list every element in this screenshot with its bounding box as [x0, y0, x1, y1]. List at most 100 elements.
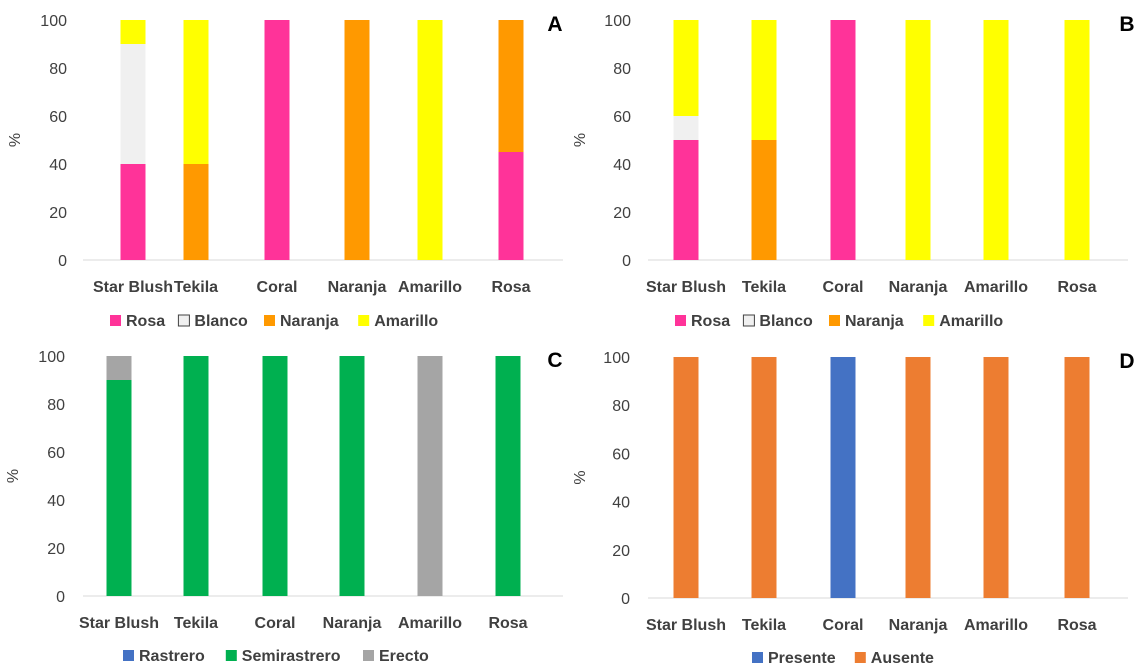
legend-swatch-semirastrero [225, 650, 237, 661]
x-category-label: Tekila [174, 615, 218, 632]
y-tick-label: 20 [47, 541, 65, 558]
y-tick-label: 0 [58, 253, 67, 270]
x-category-label: Star Blush [79, 615, 159, 632]
y-tick-label: 100 [604, 13, 631, 30]
legend-swatch-blanco [742, 314, 755, 327]
x-category-label: Tekila [742, 279, 786, 296]
bar-segment-ausente [673, 357, 699, 598]
bar-segment-amarillo [983, 20, 1009, 260]
chart-panel-c: 0 20 40 60 80 100% Star Blush Tekila Coral Naranj… [5, 349, 563, 665]
legend-label-presente: Presente [768, 650, 836, 667]
bar-segment-naranja [498, 20, 524, 152]
bar-segment-ausente [1064, 357, 1090, 598]
y-axis-label: % [572, 470, 589, 484]
x-category-label: Naranja [889, 617, 948, 634]
bar-segment-naranja [183, 164, 209, 260]
bar-segment-blanco [120, 44, 146, 164]
legend-label-rastrero: Rastrero [139, 648, 205, 665]
bar-segment-rosa [264, 20, 290, 260]
bar-segment-semirastrero [495, 356, 521, 596]
y-tick-label: 100 [603, 350, 630, 367]
legend-swatch-rosa [675, 315, 686, 326]
bar-segment-blanco [673, 116, 699, 140]
x-category-label: Amarillo [398, 615, 462, 632]
x-category-label: Coral [823, 617, 864, 634]
x-category-label: Coral [257, 279, 298, 296]
bar-segment-rosa [120, 164, 146, 260]
y-tick-label: 40 [612, 495, 630, 512]
y-tick-label: 20 [613, 205, 631, 222]
bar-segment-presente [830, 357, 856, 598]
bar-segment-erecto [106, 356, 132, 380]
legend-label-blanco: Blanco [759, 313, 813, 330]
x-category-label: Star Blush [646, 617, 726, 634]
x-category-label: Naranja [323, 615, 382, 632]
legend-label-amarillo: Amarillo [374, 313, 438, 330]
bar-segment-ausente [751, 357, 777, 598]
panel-letter: B [1119, 13, 1134, 36]
legend-swatch-presente [752, 652, 763, 663]
x-category-label: Amarillo [964, 617, 1028, 634]
y-tick-label: 20 [49, 205, 67, 222]
y-tick-label: 0 [621, 591, 630, 608]
bar-segment-amarillo [417, 20, 443, 260]
legend-swatch-ausente [854, 652, 866, 663]
legend-label-amarillo: Amarillo [939, 313, 1003, 330]
y-tick-label: 0 [622, 253, 631, 270]
legend-swatch-rastrero [123, 650, 134, 661]
legend-label-semirastrero: Semirastrero [242, 648, 341, 665]
panel-letter: D [1119, 350, 1134, 373]
y-axis-label: % [5, 469, 22, 483]
bar-segment-rosa [498, 152, 524, 260]
bar-segment-amarillo [673, 20, 699, 116]
bar-segment-rosa [830, 20, 856, 260]
y-tick-label: 80 [49, 61, 67, 78]
x-category-label: Coral [255, 615, 296, 632]
bar-segment-amarillo [1064, 20, 1090, 260]
bar-segment-amarillo [183, 20, 209, 164]
y-tick-label: 40 [613, 157, 631, 174]
bar-segment-semirastrero [106, 380, 132, 596]
bar-segment-semirastrero [262, 356, 288, 596]
legend-label-ausente: Ausente [871, 650, 934, 667]
x-category-label: Star Blush [646, 279, 726, 296]
legend-swatch-rosa [110, 315, 121, 326]
y-tick-label: 60 [49, 109, 67, 126]
panel-letter: A [547, 13, 562, 36]
legend-swatch-erecto [363, 650, 374, 661]
x-category-label: Tekila [742, 617, 786, 634]
chart-panel-b: 0 20 40 60 80 100% Star Blush Tekila Coral Naranj… [572, 13, 1135, 330]
bar-segment-ausente [905, 357, 931, 598]
legend-swatch-naranja [829, 315, 840, 326]
legend-swatch-amarillo [358, 315, 370, 326]
legend-swatch-naranja [264, 315, 275, 326]
chart-panel-d: 0 20 40 60 80 100% Star Blush Tekila Coral Naranj… [572, 350, 1135, 667]
x-category-label: Amarillo [398, 279, 462, 296]
legend-label-erecto: Erecto [379, 648, 429, 665]
legend-label-rosa: Rosa [126, 313, 165, 330]
x-category-label: Amarillo [964, 279, 1028, 296]
y-tick-label: 80 [613, 61, 631, 78]
bar-segment-rosa [673, 140, 699, 260]
y-tick-label: 40 [49, 157, 67, 174]
y-axis-label: % [572, 133, 589, 147]
bar-segment-semirastrero [339, 356, 365, 596]
legend-swatch-amarillo [923, 315, 935, 326]
x-category-label: Rosa [1057, 617, 1096, 634]
bar-segment-naranja [344, 20, 370, 260]
x-category-label: Naranja [889, 279, 948, 296]
y-tick-label: 100 [40, 13, 67, 30]
y-axis-label: % [7, 133, 24, 147]
x-category-label: Coral [823, 279, 864, 296]
legend-swatch-blanco [177, 314, 190, 327]
y-tick-label: 80 [612, 398, 630, 415]
x-category-label: Tekila [174, 279, 218, 296]
y-tick-label: 0 [56, 589, 65, 606]
y-tick-label: 60 [613, 109, 631, 126]
x-category-label: Star Blush [93, 279, 173, 296]
y-tick-label: 60 [47, 445, 65, 462]
y-tick-label: 20 [612, 543, 630, 560]
chart-panel-a: 0 20 40 60 80 100% Star Blush Tekila Coral Naranj… [7, 13, 563, 330]
legend-label-rosa: Rosa [691, 313, 730, 330]
